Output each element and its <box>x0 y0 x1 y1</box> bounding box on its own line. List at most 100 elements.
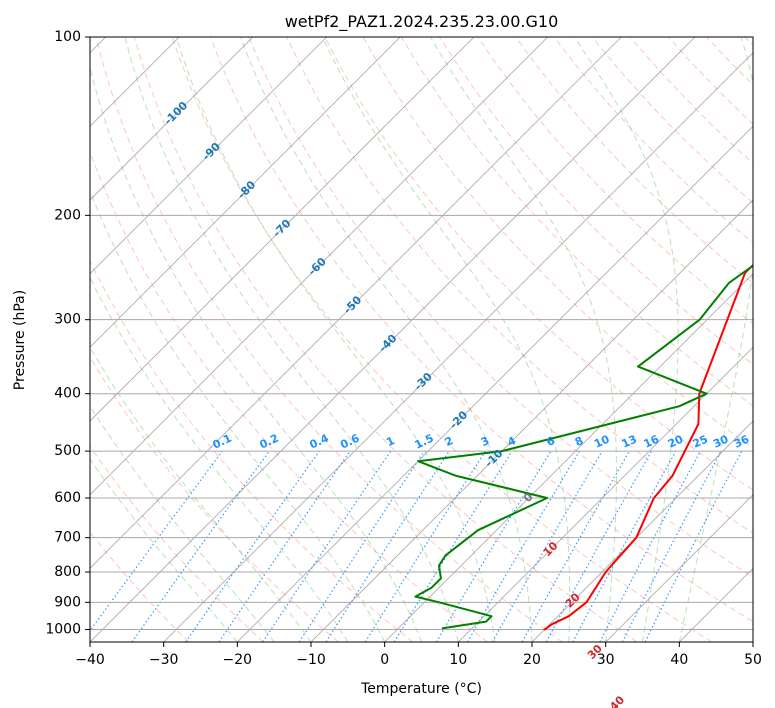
plot-frame <box>89 36 754 643</box>
mixing-ratio-label: 2 <box>443 434 455 449</box>
dry-adiabat <box>171 37 712 642</box>
dry-adiabat <box>95 37 563 642</box>
temperature-profile <box>543 263 753 631</box>
isotherm-line <box>90 37 622 569</box>
isotherm-line <box>90 37 475 422</box>
mixing-ratio-line <box>393 450 513 642</box>
dry-adiabat <box>210 37 753 623</box>
x-tick-label: 10 <box>449 652 467 668</box>
mixing-ratio-line <box>572 450 677 642</box>
dry-adiabat <box>90 150 488 642</box>
x-tick-label: 40 <box>670 652 688 668</box>
dry-adiabat <box>90 531 190 642</box>
mixing-ratio-line <box>218 450 351 642</box>
isopleth-labels: -100-90-80-70-60-50-40-30-20-10010203040… <box>162 99 752 708</box>
dry-adiabat <box>248 37 753 578</box>
mixing-ratio-label: 20 <box>666 432 686 450</box>
isotherm-label: -40 <box>376 331 399 354</box>
isotherm-line <box>605 494 753 642</box>
isotherm-line <box>163 52 753 642</box>
x-tick-label: −30 <box>149 652 179 668</box>
x-tick-label: 50 <box>744 652 762 668</box>
mixing-ratio-line <box>599 450 702 642</box>
y-tick-label: 700 <box>54 530 81 546</box>
dry-adiabat <box>744 37 753 47</box>
dry-adiabat <box>515 37 753 284</box>
isotherm-line <box>90 37 548 496</box>
mixing-ratio-label: 25 <box>691 433 710 451</box>
mixing-ratio-label: 13 <box>620 433 639 451</box>
isotherm-label: -100 <box>162 99 191 128</box>
dry-adiabat <box>553 37 753 244</box>
mixing-ratio-line <box>262 450 392 642</box>
x-axis-label: Temperature (°C) <box>360 681 482 697</box>
moist-adiabat <box>90 405 275 642</box>
moist-adiabat <box>90 345 312 642</box>
y-tick-label: 300 <box>54 312 81 328</box>
x-tick-label: −20 <box>223 652 253 668</box>
y-tick-label: 200 <box>54 207 81 223</box>
mixing-ratio-line <box>644 450 743 642</box>
dry-adiabat <box>90 445 264 642</box>
moist-adiabat <box>90 458 238 642</box>
moist-adiabat <box>678 37 753 642</box>
y-tick-label: 600 <box>54 490 81 506</box>
chart-title: wetPf2_PAZ1.2024.235.23.00.G10 <box>285 12 559 32</box>
dry-adiabat <box>324 37 753 491</box>
moist-adiabat <box>322 37 571 642</box>
mixing-ratio-line <box>90 450 223 632</box>
mixing-ratio-label: 16 <box>642 432 662 450</box>
mixing-ratio-label: 36 <box>732 432 752 450</box>
mixing-ratio-label: 8 <box>573 434 585 449</box>
dry-adiabat <box>90 259 414 642</box>
x-tick-label: −10 <box>296 652 326 668</box>
y-tick-label: 900 <box>54 594 81 610</box>
mixing-ratio-label: 0.2 <box>258 432 281 452</box>
isotherm-line <box>679 567 753 642</box>
moist-adiabat <box>430 37 617 642</box>
mixing-ratio-label: 1.5 <box>413 432 436 452</box>
dry-adiabat <box>668 37 753 125</box>
mixing-ratio-line <box>521 450 631 642</box>
y-tick-label: 400 <box>54 386 81 402</box>
isotherm-label: -70 <box>270 216 293 239</box>
x-tick-label: −40 <box>75 652 105 668</box>
x-tick-label: 20 <box>523 652 541 668</box>
isotherm-line <box>310 199 753 642</box>
x-axis-ticks: −40 −30 −20 −10 0 10 20 30 40 50 <box>75 642 762 668</box>
mixing-ratio-label: 30 <box>711 432 731 450</box>
isotherm-label: -50 <box>341 293 364 316</box>
isotherm-label: -80 <box>235 178 258 201</box>
moist-adiabat <box>124 37 459 642</box>
moist-adiabat <box>239 37 533 642</box>
mixing-ratio-label: 10 <box>592 432 612 450</box>
mixing-ratio-line <box>298 450 425 642</box>
background-lines <box>90 37 753 642</box>
mixing-ratio-line <box>131 450 270 642</box>
profiles <box>414 263 753 631</box>
y-tick-label: 500 <box>54 443 81 459</box>
mixing-ratio-line <box>185 450 320 642</box>
dry-adiabat <box>286 37 753 534</box>
moist-adiabat <box>90 65 422 642</box>
y-tick-label: 800 <box>54 564 81 580</box>
x-tick-label: 0 <box>380 652 389 668</box>
isotherm-line <box>237 125 753 642</box>
mixing-ratio-label: 6 <box>544 434 557 449</box>
moist-adiabat <box>574 37 679 642</box>
mixing-ratio-line <box>545 450 653 642</box>
isotherm-label: -30 <box>412 370 435 393</box>
moist-adiabat <box>90 276 349 642</box>
moist-adiabat <box>175 37 496 642</box>
moist-adiabat <box>90 189 386 642</box>
dry-adiabat <box>133 37 638 642</box>
isotherm-label: -60 <box>306 255 329 278</box>
dry-adiabat <box>90 356 339 642</box>
dewpoint-profile <box>414 264 753 630</box>
mixing-ratio-line <box>435 450 552 642</box>
isotherm-label: 40 <box>607 693 627 708</box>
isotherm-label: -90 <box>200 140 223 163</box>
y-tick-label: 100 <box>54 29 81 45</box>
isotherm-line <box>90 37 327 275</box>
